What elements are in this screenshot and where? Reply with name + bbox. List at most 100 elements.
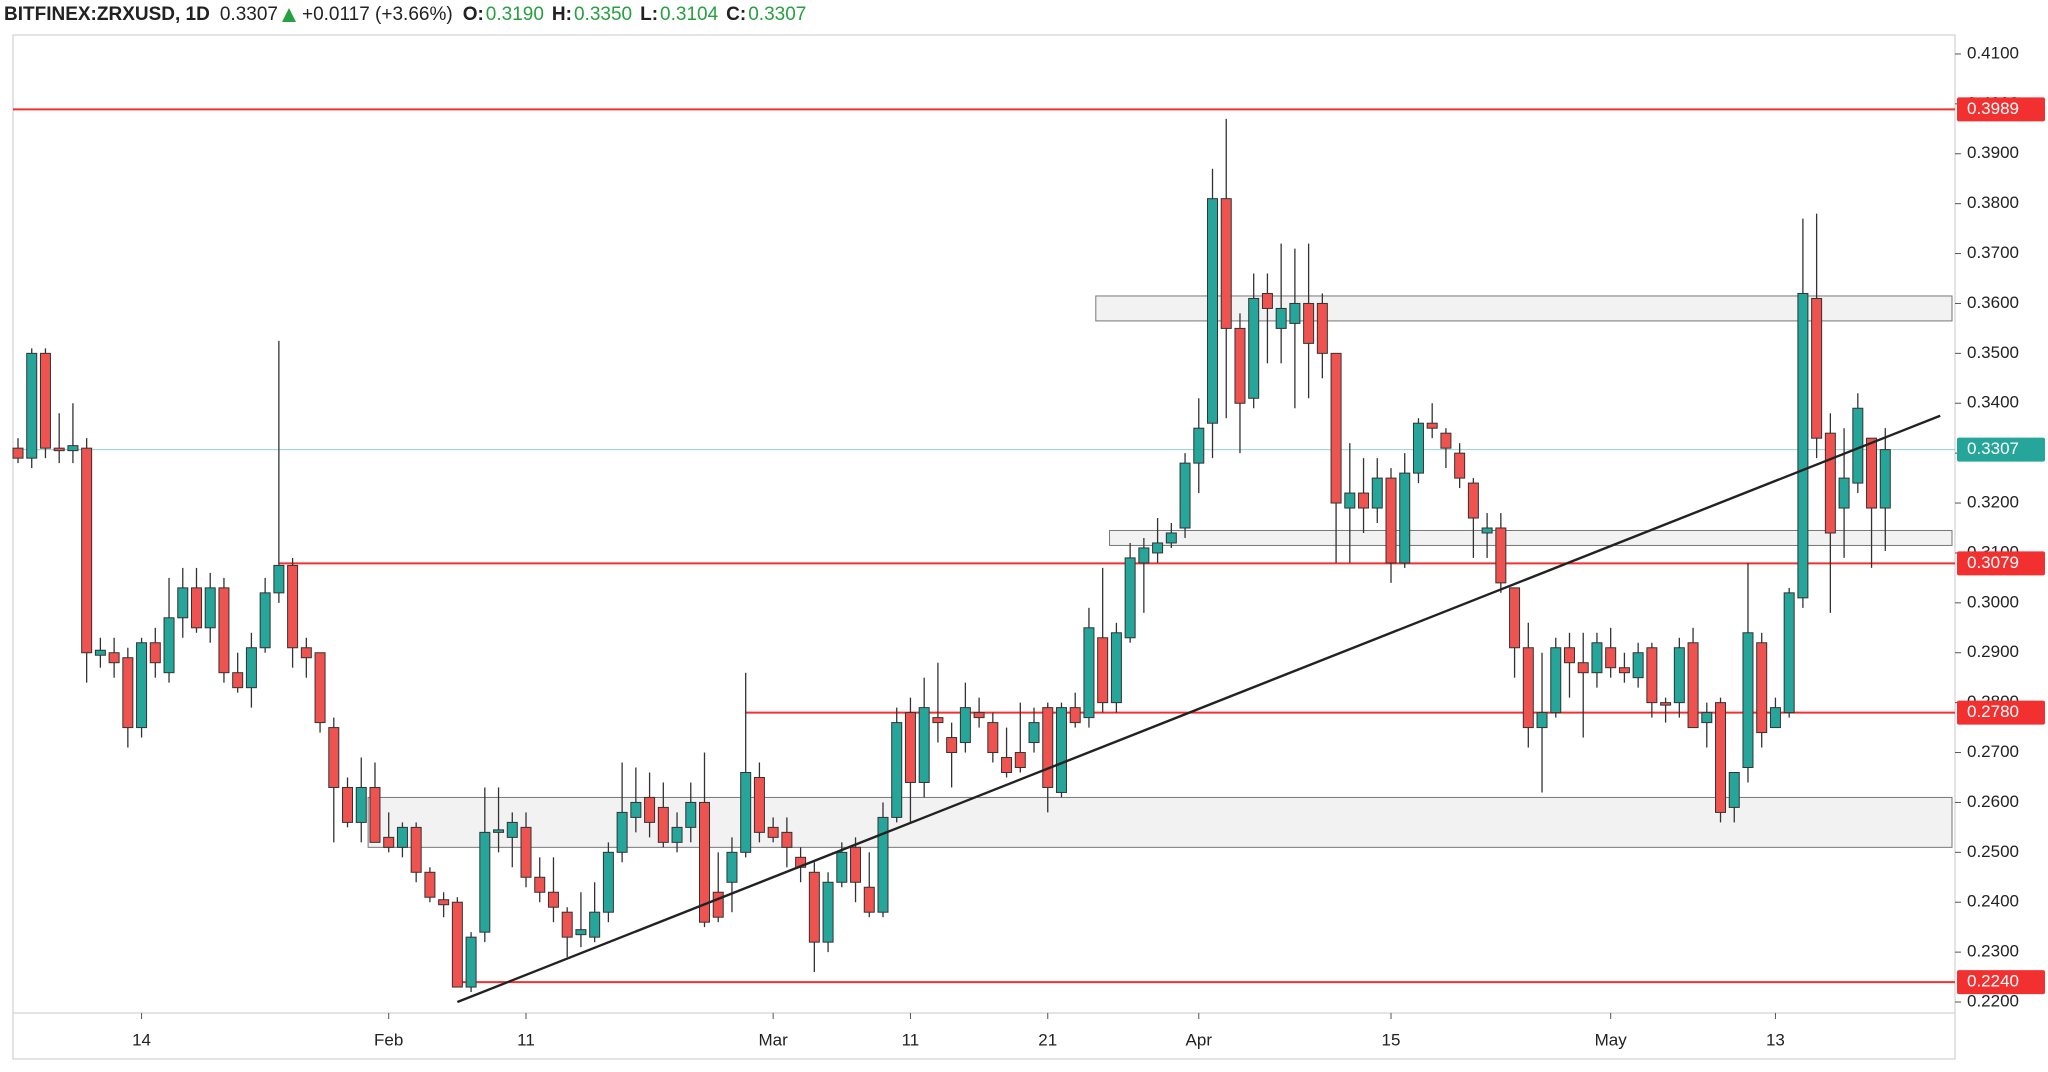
high-label: H: [552,4,572,25]
candle-body [122,657,134,729]
candle-body [1577,662,1589,674]
candle-body [1618,667,1630,674]
level-label: 0.3079 [1967,553,2019,572]
y-tick-label: 0.3900 [1967,143,2019,162]
candle-body [1646,647,1658,704]
level-label: 0.3989 [1967,99,2019,118]
candle-body [1824,432,1836,534]
candle-body [149,642,161,664]
candle-body [1028,722,1040,744]
candle-body [26,352,38,459]
candle-body [602,851,614,913]
candle-body [204,587,216,629]
x-tick-label: Apr [1186,1030,1213,1049]
level-label-bg [1957,551,2045,576]
candle-body [245,647,257,689]
x-tick-label: 15 [1382,1030,1401,1049]
candle-body [1055,707,1067,793]
candle-body [396,826,408,848]
candle-body [575,929,587,936]
close-label: C: [726,4,746,25]
candle-body [863,886,875,913]
candle-body [1426,422,1438,429]
candle-body [39,352,51,449]
candle-body [1385,477,1397,564]
candle-body [163,617,175,674]
low-label: L: [640,4,658,25]
candle-body [1495,527,1507,584]
change: +0.0117 (+3.66%) [302,4,453,25]
candle-body [1536,712,1548,729]
candle-body [891,722,903,818]
close-value: 0.3307 [748,4,806,25]
candle-body [328,727,340,788]
candle-body [451,901,463,988]
candle-body [273,564,285,594]
candle-body [108,652,120,664]
candle-body [808,871,820,943]
candle-body [1838,477,1850,509]
candle-body [1001,757,1013,773]
y-tick-label: 0.3400 [1967,393,2019,412]
candle-body [644,796,656,823]
candle-body [300,647,312,659]
candle-body [1042,707,1054,788]
high-value: 0.3350 [574,4,632,25]
candle-body [1509,587,1521,649]
plot-frame [12,34,1956,1014]
candle-body [410,826,422,873]
candle-body [685,801,697,828]
candle-body [1756,642,1768,734]
candle-body [1454,452,1466,479]
y-tick-label: 0.3500 [1967,343,2019,362]
x-tick-label: May [1595,1030,1628,1049]
candle-body [1124,557,1136,639]
candle-body [1563,647,1575,664]
candle-body [383,836,395,848]
candle-body [1234,327,1246,404]
candle-body [53,447,65,452]
candle-body [1152,542,1164,554]
candle-body [369,786,381,843]
y-tick-label: 0.2500 [1967,842,2019,861]
candle-body [740,771,752,853]
candle-body [465,936,477,988]
x-tick-label: 14 [132,1030,151,1049]
candle-body [1673,647,1685,704]
y-tick-label: 0.2300 [1967,942,2019,961]
x-tick-label: 11 [902,1030,920,1049]
candle-body [1303,302,1315,344]
candle-body [712,891,724,918]
candle-body [1275,307,1287,329]
x-axis-frame [12,1012,1956,1060]
candle-body [589,911,601,938]
candle-body [1207,198,1219,424]
level-label-bg [1957,97,2045,122]
y-tick-label: 0.3800 [1967,193,2019,212]
y-tick-label: 0.3700 [1967,243,2019,262]
price: 0.3307 [220,4,278,25]
trendline [456,414,1941,1004]
candle-body [520,826,532,878]
candle-body [1316,302,1328,354]
candle-body [1261,292,1273,309]
candle-body [1165,532,1177,544]
plot-area [12,108,1955,1004]
y-tick-label: 0.3000 [1967,592,2019,611]
candle-body [630,801,642,818]
level-label: 0.2240 [1967,972,2019,991]
candle-body [1783,592,1795,714]
candle-body [1467,482,1479,519]
candle-body [1522,647,1534,729]
candle-body [1179,462,1191,529]
candle-body [190,587,202,629]
candle-body [355,786,367,823]
header: BITFINEX:ZRXUSD, 1D 0.3307 +0.0117 (+3.6… [4,4,806,25]
candle-body [1550,647,1562,714]
candle-body [904,712,916,783]
y-tick-label: 0.2700 [1967,742,2019,761]
candle-body [1110,632,1122,704]
candle-body [1742,632,1754,769]
candle-body [850,846,862,883]
